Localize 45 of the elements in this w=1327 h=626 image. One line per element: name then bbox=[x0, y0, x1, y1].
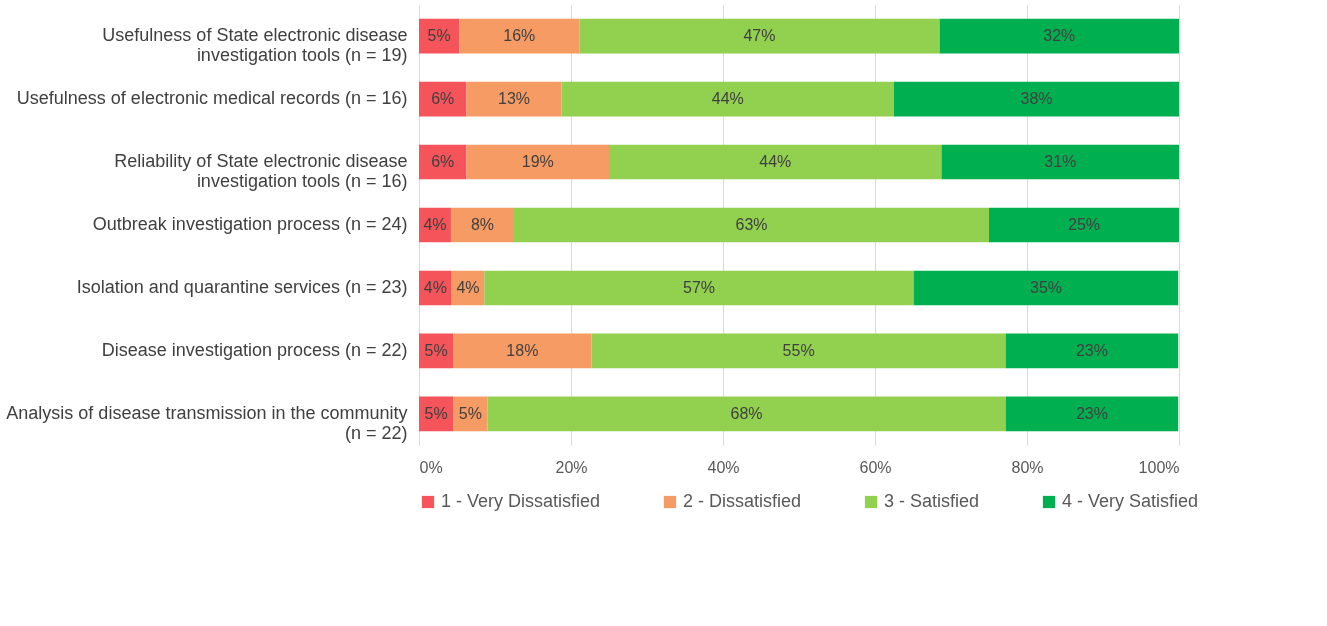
data-label: 4% bbox=[423, 216, 447, 233]
data-label: 55% bbox=[782, 341, 815, 359]
data-label: 19% bbox=[521, 153, 554, 171]
data-label: 6% bbox=[431, 90, 455, 108]
data-label: 6% bbox=[431, 153, 455, 171]
y-tick-label: Isolation and quarantine services (n = 23) bbox=[76, 276, 408, 297]
data-label: 5% bbox=[424, 404, 448, 422]
y-tick-label: Usefulness of electronic medical records (n = 16) bbox=[16, 88, 408, 109]
data-label: 5% bbox=[427, 27, 451, 45]
data-label: 57% bbox=[683, 278, 716, 296]
data-label: 38% bbox=[1020, 90, 1053, 108]
data-label: 23% bbox=[1075, 404, 1108, 422]
y-tick-label: Analysis of disease transmission in the community (n = 22) bbox=[6, 402, 408, 443]
data-label: 4% bbox=[423, 278, 447, 296]
x-tick-label: 100% bbox=[1138, 458, 1180, 476]
x-tick-label: 60% bbox=[859, 458, 892, 476]
legend-label: 4 - Very Satisfied bbox=[1062, 491, 1199, 511]
x-tick-label: 0% bbox=[419, 458, 443, 476]
data-label: 31% bbox=[1044, 153, 1077, 171]
x-tick-label: 20% bbox=[555, 458, 588, 476]
data-label: 25% bbox=[1067, 216, 1101, 233]
data-label: 47% bbox=[743, 27, 776, 45]
data-label: 44% bbox=[759, 153, 792, 171]
data-label: 8% bbox=[470, 216, 495, 233]
data-label: 32% bbox=[1043, 27, 1076, 45]
x-tick-label: 40% bbox=[707, 458, 740, 476]
x-tick-label: 80% bbox=[1011, 458, 1044, 476]
data-label: 13% bbox=[497, 90, 531, 108]
y-tick-label: Outbreak investigation process (n = 24) bbox=[92, 214, 408, 234]
legend-label: 2 - Dissatisfied bbox=[683, 491, 802, 511]
legend-label: 3 - Satisfied bbox=[884, 491, 980, 511]
data-label: 16% bbox=[503, 27, 536, 45]
data-label: 44% bbox=[711, 90, 744, 108]
data-label: 68% bbox=[730, 404, 763, 422]
data-label: 35% bbox=[1029, 278, 1063, 296]
y-tick-label: Reliability of State electronic disease investigation tools (n = 16) bbox=[114, 151, 408, 192]
y-tick-label: Disease investigation process (n = 22) bbox=[101, 339, 408, 360]
legend-label: 1 - Very Dissatisfied bbox=[441, 491, 601, 511]
data-label: 5% bbox=[458, 404, 482, 422]
data-label: 5% bbox=[424, 341, 448, 359]
data-label: 23% bbox=[1075, 341, 1108, 359]
data-label: 4% bbox=[456, 278, 480, 296]
y-tick-label: Usefulness of State electronic disease investigation tools (n = 19) bbox=[102, 25, 408, 66]
data-label: 63% bbox=[735, 216, 768, 233]
data-label: 18% bbox=[506, 341, 539, 359]
